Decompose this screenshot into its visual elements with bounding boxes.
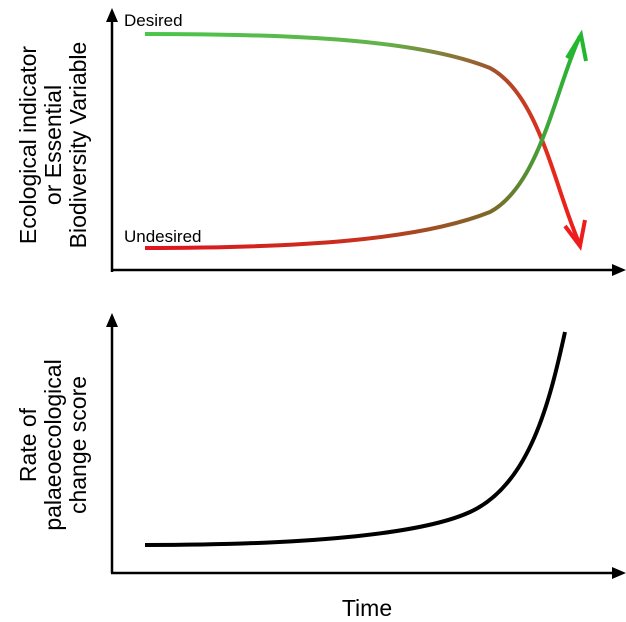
rising-curve [144, 35, 582, 250]
y-label-line: Rate of [15, 407, 41, 482]
y-label-line: Ecological indicator [15, 46, 41, 245]
declining-curve [144, 32, 582, 246]
top-y-label: Ecological indicator or Essential Biodiv… [15, 42, 91, 249]
y-label-line: change score [65, 376, 91, 514]
bottom-y-label: Rate of palaeoecological change score [15, 359, 91, 530]
y-label-line: palaeoecological [40, 359, 66, 530]
arrowheads [106, 8, 626, 579]
desired-label: Desired [124, 11, 183, 30]
y-label-line: Biodiversity Variable [65, 42, 91, 249]
x-axis-label: Time [342, 595, 392, 621]
arrowhead [106, 8, 118, 22]
undesired-label: Undesired [124, 227, 202, 246]
rate-curve [144, 331, 567, 547]
arrowhead [106, 313, 118, 327]
y-label-line: or Essential [40, 85, 66, 205]
arrowhead [612, 264, 626, 276]
arrowhead [565, 29, 588, 62]
arrowhead [563, 219, 587, 251]
arrowhead [612, 567, 626, 579]
axes [110, 12, 620, 575]
